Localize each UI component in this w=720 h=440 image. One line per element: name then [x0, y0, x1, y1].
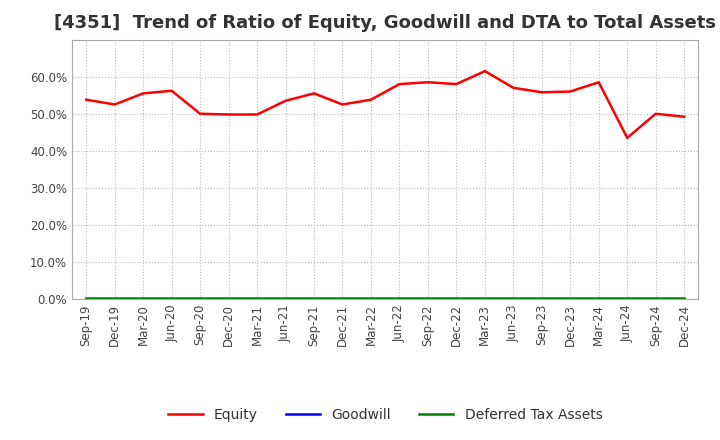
Deferred Tax Assets [452, 295, 461, 301]
Deferred Tax Assets [680, 295, 688, 301]
Goodwill [338, 297, 347, 302]
Equity [595, 80, 603, 85]
Goodwill [566, 297, 575, 302]
Deferred Tax Assets [595, 295, 603, 301]
Legend: Equity, Goodwill, Deferred Tax Assets: Equity, Goodwill, Deferred Tax Assets [163, 402, 608, 427]
Deferred Tax Assets [566, 295, 575, 301]
Goodwill [139, 297, 148, 302]
Equity [282, 98, 290, 103]
Deferred Tax Assets [423, 295, 432, 301]
Equity [338, 102, 347, 107]
Equity [566, 89, 575, 94]
Equity [509, 85, 518, 91]
Deferred Tax Assets [82, 295, 91, 301]
Deferred Tax Assets [366, 295, 375, 301]
Goodwill [395, 297, 404, 302]
Equity [167, 88, 176, 93]
Equity [366, 97, 375, 103]
Goodwill [225, 297, 233, 302]
Goodwill [652, 297, 660, 302]
Equity [537, 90, 546, 95]
Equity [680, 114, 688, 119]
Equity [652, 111, 660, 117]
Equity [452, 81, 461, 87]
Deferred Tax Assets [623, 295, 631, 301]
Goodwill [680, 297, 688, 302]
Equity [310, 91, 318, 96]
Deferred Tax Assets [110, 295, 119, 301]
Goodwill [282, 297, 290, 302]
Goodwill [310, 297, 318, 302]
Deferred Tax Assets [395, 295, 404, 301]
Goodwill [366, 297, 375, 302]
Equity [139, 91, 148, 96]
Goodwill [82, 297, 91, 302]
Deferred Tax Assets [139, 295, 148, 301]
Deferred Tax Assets [310, 295, 318, 301]
Deferred Tax Assets [652, 295, 660, 301]
Goodwill [253, 297, 261, 302]
Deferred Tax Assets [196, 295, 204, 301]
Goodwill [196, 297, 204, 302]
Goodwill [623, 297, 631, 302]
Goodwill [423, 297, 432, 302]
Goodwill [167, 297, 176, 302]
Line: Equity: Equity [86, 71, 684, 138]
Equity [395, 81, 404, 87]
Equity [225, 112, 233, 117]
Goodwill [452, 297, 461, 302]
Title: [4351]  Trend of Ratio of Equity, Goodwill and DTA to Total Assets: [4351] Trend of Ratio of Equity, Goodwil… [54, 15, 716, 33]
Deferred Tax Assets [338, 295, 347, 301]
Equity [623, 135, 631, 140]
Deferred Tax Assets [480, 295, 489, 301]
Goodwill [509, 297, 518, 302]
Deferred Tax Assets [167, 295, 176, 301]
Equity [253, 112, 261, 117]
Equity [82, 97, 91, 103]
Equity [196, 111, 204, 117]
Equity [110, 102, 119, 107]
Goodwill [110, 297, 119, 302]
Goodwill [480, 297, 489, 302]
Goodwill [537, 297, 546, 302]
Equity [423, 80, 432, 85]
Deferred Tax Assets [225, 295, 233, 301]
Goodwill [595, 297, 603, 302]
Deferred Tax Assets [537, 295, 546, 301]
Equity [480, 69, 489, 74]
Deferred Tax Assets [509, 295, 518, 301]
Deferred Tax Assets [282, 295, 290, 301]
Deferred Tax Assets [253, 295, 261, 301]
